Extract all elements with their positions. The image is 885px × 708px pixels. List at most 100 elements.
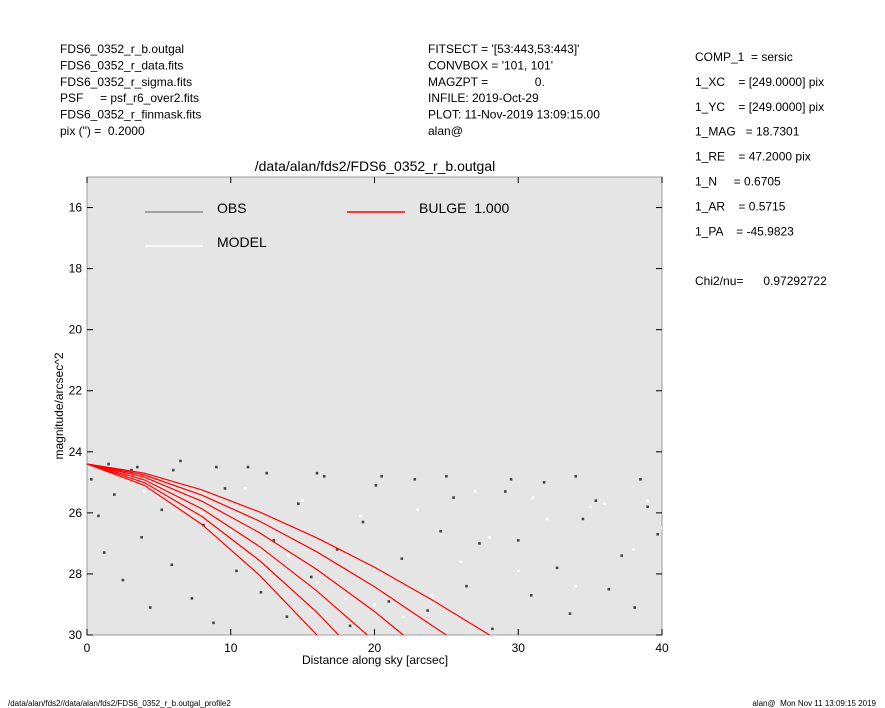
data-point: [272, 539, 276, 542]
data-point: [171, 508, 175, 512]
data-point: [380, 474, 383, 478]
data-point: [136, 465, 139, 469]
header: FDS6_0352_r_b.outgal FDS6_0352_r_data.fit…: [60, 42, 827, 288]
data-point: [212, 621, 215, 625]
data-point: [620, 554, 624, 557]
data-point: [555, 566, 559, 570]
data-point: [374, 484, 378, 487]
footer-date: alan@ Mon Nov 11 13:09:15 2019: [752, 699, 876, 708]
data-point: [309, 575, 313, 579]
parameter-line: 1_PA = -45.9823: [695, 224, 794, 238]
data-point: [452, 496, 455, 499]
data-point: [603, 502, 606, 506]
legend-label: OBS: [217, 200, 247, 216]
data-point: [594, 499, 598, 502]
chi2-line: Chi2/nu= 0.97292722: [695, 274, 827, 288]
header-left-line: PSF = psf_r6_over2.fits: [60, 91, 199, 105]
bulge-curve: [87, 463, 490, 635]
x-tick-label: 30: [512, 641, 526, 655]
data-point: [200, 511, 204, 515]
data-point: [416, 508, 419, 512]
data-point: [633, 606, 636, 609]
data-point: [568, 612, 572, 615]
data-point: [639, 477, 642, 481]
data-point: [646, 505, 649, 509]
data-point: [400, 557, 404, 560]
data-point: [478, 542, 481, 545]
data-point: [215, 465, 218, 469]
header-left-line: FDS6_0352_r_b.outgal: [60, 42, 184, 56]
bulge-curve: [87, 463, 447, 635]
data-point: [459, 560, 463, 564]
data-point: [439, 529, 442, 533]
data-point: [102, 551, 106, 554]
y-tick-label: 28: [69, 567, 83, 581]
data-point: [148, 606, 152, 609]
data-point: [140, 535, 143, 539]
plot-marks: [87, 459, 662, 635]
bulge-curve: [87, 463, 339, 635]
parameter-line: 1_AR = 0.5715: [695, 199, 786, 213]
y-axis-label: magnitude/arcsec^2: [52, 352, 66, 459]
data-point: [243, 487, 247, 490]
header-left-line: FDS6_0352_r_data.fits: [60, 58, 183, 72]
y-tick-label: 22: [69, 384, 83, 398]
data-point: [301, 499, 304, 502]
data-point: [223, 487, 227, 490]
data-point: [509, 477, 513, 481]
data-point: [473, 490, 477, 493]
parameter-line: 1_RE = 47.2000 pix: [695, 150, 811, 164]
header-left-line: FDS6_0352_r_finmask.fits: [60, 108, 201, 122]
data-point: [315, 471, 319, 475]
header-middle-line: alan@: [428, 124, 463, 138]
data-point: [179, 459, 182, 463]
header-middle-line: CONVBOX = '101, 101': [428, 58, 553, 72]
data-point: [426, 609, 429, 612]
data-point: [121, 578, 125, 582]
data-point: [646, 499, 649, 502]
data-point: [516, 569, 520, 573]
data-point: [143, 490, 146, 493]
data-point: [113, 493, 116, 496]
footer-path: /data/alan/fds2//data/alan/fds2/FDS6_035…: [8, 699, 231, 708]
data-point: [335, 548, 339, 551]
data-point: [545, 517, 549, 521]
data-point: [297, 502, 300, 506]
data-point: [373, 603, 376, 606]
data-point: [581, 517, 585, 521]
data-point: [656, 532, 659, 536]
header-middle-line: INFILE: 2019-Oct-29: [428, 91, 539, 105]
data-point: [259, 590, 263, 594]
data-point: [488, 535, 491, 539]
x-axis-label: Distance along sky [arcsec]: [302, 653, 448, 667]
data-point: [315, 581, 319, 585]
parameter-line: 1_N = 0.6705: [695, 175, 781, 189]
data-point: [186, 493, 189, 496]
data-point: [542, 481, 546, 484]
y-tick-label: 18: [69, 262, 83, 276]
data-point: [465, 584, 468, 588]
data-point: [170, 563, 174, 567]
bulge-curve: [87, 463, 318, 635]
data-point: [358, 514, 362, 518]
data-point: [322, 474, 326, 478]
y-tick-label: 30: [69, 628, 83, 642]
data-point: [229, 529, 233, 533]
data-point: [660, 526, 662, 530]
legend-label: BULGE 1.000: [419, 200, 509, 216]
header-left-line: pix (") = 0.2000: [60, 124, 145, 138]
x-tick-label: 40: [655, 641, 669, 655]
data-point: [491, 627, 494, 631]
data-point: [445, 474, 448, 478]
header-middle-line: MAGZPT = 0.: [428, 75, 545, 89]
y-tick-label: 16: [69, 201, 83, 215]
parameter-line: 1_MAG = 18.7301: [695, 125, 800, 139]
parameter-line: COMP_1 = sersic: [695, 50, 793, 64]
data-point: [265, 471, 268, 475]
data-point: [607, 587, 611, 591]
y-tick-label: 20: [69, 323, 83, 337]
data-point: [97, 514, 100, 518]
data-point: [430, 594, 434, 597]
y-tick-label: 26: [69, 506, 83, 520]
